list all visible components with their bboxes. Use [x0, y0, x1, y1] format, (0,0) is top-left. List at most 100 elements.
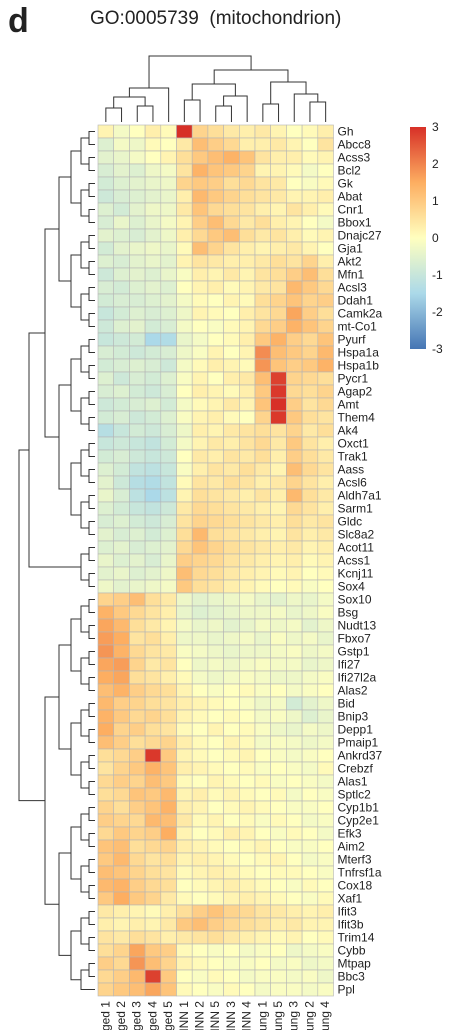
heatmap-cell	[144, 852, 162, 867]
heatmap-cell	[239, 787, 256, 802]
heatmap-cell	[160, 228, 177, 243]
heatmap-cell	[286, 930, 303, 945]
heatmap-cell	[97, 176, 114, 191]
heatmap-cell	[223, 852, 240, 867]
heatmap-cell	[97, 150, 114, 165]
heatmap-cell	[207, 189, 224, 204]
heatmap-cell	[97, 280, 114, 295]
heatmap-cell	[207, 254, 224, 269]
heatmap-cell	[160, 956, 177, 971]
heatmap-cell	[317, 436, 334, 451]
row-label: Ifit3b	[338, 918, 364, 932]
heatmap-cell	[113, 891, 130, 906]
heatmap-cell	[286, 423, 303, 438]
heatmap-cell	[239, 904, 256, 919]
heatmap-cell	[286, 683, 303, 698]
heatmap-cell	[160, 163, 177, 178]
heatmap-cell	[270, 150, 287, 165]
heatmap-cell	[97, 722, 114, 737]
heatmap-cell	[160, 423, 177, 438]
heatmap-cell	[301, 813, 319, 828]
heatmap-cell	[286, 852, 303, 867]
heatmap-cell	[254, 358, 271, 373]
heatmap-cell	[176, 605, 193, 620]
heatmap-cell	[286, 462, 303, 477]
heatmap-cell	[301, 189, 319, 204]
heatmap-cell	[270, 839, 287, 854]
heatmap-cell	[239, 319, 256, 334]
heatmap-cell	[254, 501, 271, 516]
heatmap-cell	[254, 631, 271, 646]
heatmap-cell	[270, 891, 287, 906]
heatmap-cell	[286, 384, 303, 399]
heatmap-cell	[317, 930, 334, 945]
heatmap-cell	[239, 839, 256, 854]
heatmap-cell	[301, 800, 319, 815]
heatmap-cell	[176, 527, 193, 542]
heatmap-cell	[317, 176, 334, 191]
heatmap-cell	[129, 774, 146, 789]
heatmap-cell	[191, 189, 209, 204]
heatmap-cell	[301, 696, 319, 711]
dendrogram-branch	[88, 599, 95, 613]
heatmap-cell	[254, 345, 271, 360]
dendrogram-branch	[293, 93, 319, 122]
heatmap-cell	[113, 358, 130, 373]
heatmap-cell	[317, 891, 334, 906]
heatmap-cell	[97, 449, 114, 464]
dendrogram-branch	[88, 911, 95, 925]
heatmap-cell	[317, 306, 334, 321]
heatmap-cell	[129, 709, 146, 724]
dendrogram-branch	[80, 865, 89, 893]
heatmap-cell	[286, 267, 303, 282]
heatmap-cell	[144, 202, 162, 217]
heatmap-cell	[270, 865, 287, 880]
dendrogram-branch	[88, 703, 95, 717]
heatmap-cell	[223, 787, 240, 802]
heatmap-cell	[207, 891, 224, 906]
heatmap-cell	[129, 189, 146, 204]
heatmap-cell	[113, 631, 130, 646]
heatmap-cell	[176, 787, 193, 802]
heatmap-cell	[270, 605, 287, 620]
heatmap-cell	[129, 982, 146, 997]
heatmap-cell	[129, 124, 146, 139]
heatmap-cell	[223, 826, 240, 841]
heatmap-cell	[191, 722, 209, 737]
heatmap-cell	[223, 345, 240, 360]
heatmap-cell	[129, 397, 146, 412]
column-labels: Aged 1 Aged 2 Aged 3 Aged 4 Aged 5 NNN 1 NNN 2…	[98, 1001, 332, 1030]
heatmap-cell	[207, 293, 224, 308]
dendrogram-branch	[70, 930, 81, 981]
heatmap-cell	[113, 176, 130, 191]
column-label: Young 3	[287, 1001, 301, 1030]
heatmap-cell	[301, 553, 319, 568]
heatmap-cell	[286, 501, 303, 516]
heatmap-cell	[239, 449, 256, 464]
heatmap-cell	[176, 410, 193, 425]
heatmap-cell	[270, 410, 287, 425]
heatmap-cell	[270, 449, 287, 464]
heatmap-cell	[113, 514, 130, 529]
row-label: Dnajc27	[338, 229, 382, 243]
column-label: Young 4	[318, 1001, 332, 1030]
row-label: Aldh7a1	[338, 489, 382, 503]
heatmap-cell	[223, 540, 240, 555]
heatmap-cell	[191, 566, 209, 581]
heatmap-cell	[113, 501, 130, 516]
heatmap-cell	[191, 553, 209, 568]
heatmap-cell	[97, 267, 114, 282]
heatmap-cell	[144, 774, 162, 789]
column-dendrogram	[105, 55, 327, 122]
dendrogram-branch	[88, 495, 95, 509]
heatmap-cell	[97, 709, 114, 724]
heatmap-cell	[160, 826, 177, 841]
heatmap-cell	[317, 189, 334, 204]
heatmap-cell	[129, 683, 146, 698]
dendrogram-branch	[191, 83, 236, 100]
heatmap-cell	[286, 488, 303, 503]
heatmap-cell	[144, 670, 162, 685]
heatmap-cell	[270, 592, 287, 607]
heatmap-cell	[176, 579, 193, 594]
heatmap-cell	[207, 826, 224, 841]
